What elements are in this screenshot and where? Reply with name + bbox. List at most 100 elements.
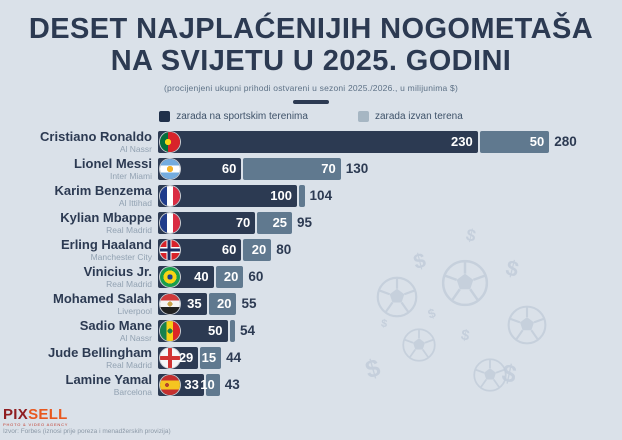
player-row: Jude Bellingham Real Madrid 29 15 44 [0, 346, 622, 370]
row-label: Mohamed Salah Liverpool [0, 292, 152, 316]
bar-off-field[interactable]: 20 [243, 238, 272, 261]
bar-off-value: 20 [251, 242, 267, 258]
legend-label-off-field: zarada izvan terena [374, 110, 463, 122]
bar-total: 95 [297, 215, 313, 231]
player-name: Jude Bellingham [47, 345, 152, 361]
bar-area: 70 25 95 [158, 211, 622, 234]
player-row: Erling Haaland Manchester City 60 20 80 [0, 238, 622, 262]
bar-on-value: 230 [450, 134, 473, 150]
bar-on-field[interactable]: 100 [158, 184, 297, 207]
page-title: DESET NAJPLAĆENIJIH NOGOMETAŠA NA SVIJET… [0, 13, 622, 78]
divider [293, 99, 329, 104]
bar-off-field[interactable] [229, 319, 236, 342]
header: DESET NAJPLAĆENIJIH NOGOMETAŠA NA SVIJET… [0, 0, 622, 122]
player-row: Cristiano Ronaldo Al Nassr 230 50 280 [0, 130, 622, 154]
row-label: Vinicius Jr. Real Madrid [0, 265, 152, 289]
bar-off-value: 15 [201, 350, 217, 366]
bar-on-value: 40 [194, 269, 209, 285]
bar-off-value: 70 [321, 161, 336, 177]
country-flag-icon [160, 266, 180, 287]
title-line-2: NA SVIJETU U 2025. GODINI [110, 44, 512, 77]
footer: PIXSELL PHOTO & VIDEO AGENCY Izvor: Forb… [3, 407, 171, 436]
country-flag-icon [160, 212, 180, 233]
player-club: Real Madrid [106, 225, 152, 236]
row-label: Kylian Mbappe Real Madrid [0, 211, 152, 235]
bar-off-field[interactable]: 70 [243, 157, 341, 180]
row-label: Erling Haaland Manchester City [0, 238, 152, 262]
bar-off-field[interactable]: 50 [479, 130, 550, 153]
logo-tagline: PHOTO & VIDEO AGENCY [3, 421, 69, 427]
bar-area: 40 20 60 [158, 265, 622, 288]
player-row: Lionel Messi Inter Miami 60 70 130 [0, 157, 622, 181]
country-flag-icon [160, 293, 180, 314]
bar-on-value: 60 [221, 161, 237, 177]
bar-off-field[interactable]: 25 [257, 211, 293, 234]
bar-off-field[interactable] [299, 184, 305, 207]
bar-off-field[interactable]: 10 [200, 373, 220, 396]
player-name: Lamine Yamal [65, 372, 152, 388]
legend-label-on-field: zarada na sportskim terenima [176, 110, 308, 122]
country-flag-icon [160, 320, 180, 341]
bar-total: 43 [224, 377, 240, 393]
player-club: Barcelona [113, 387, 152, 398]
player-club: Al Nassr [119, 333, 152, 344]
row-label: Jude Bellingham Real Madrid [0, 346, 152, 370]
player-club: Real Madrid [106, 279, 152, 290]
player-name: Vinicius Jr. [83, 264, 152, 280]
country-flag-icon [160, 239, 180, 260]
bar-area: 50 54 [158, 319, 622, 342]
bar-off-value: 50 [529, 134, 545, 150]
bar-total: 80 [276, 242, 292, 258]
player-row: Mohamed Salah Liverpool 35 20 55 [0, 292, 622, 316]
player-club: Manchester City [90, 252, 152, 263]
legend: zarada na sportskim terenima zarada izva… [0, 110, 622, 122]
subtitle: (procijenjeni ukupni prihodi ostvareni u… [164, 82, 458, 93]
title-line-1: DESET NAJPLAĆENIJIH NOGOMETAŠA [28, 13, 594, 45]
player-club: Al Nassr [119, 144, 152, 155]
bar-total: 130 [345, 161, 369, 177]
bar-on-field[interactable]: 230 [158, 130, 478, 153]
soccer-ball-icon [375, 275, 419, 319]
soccer-ball-icon [401, 327, 437, 363]
bar-on-value: 100 [270, 188, 292, 204]
soccer-ball-icon [506, 304, 548, 346]
row-label: Sadio Mane Al Nassr [0, 319, 152, 343]
bar-total: 104 [309, 188, 333, 204]
bar-off-field[interactable]: 20 [208, 292, 237, 315]
bar-off-value: 20 [216, 296, 232, 312]
player-row: Vinicius Jr. Real Madrid 40 20 60 [0, 265, 622, 289]
bar-area: 60 70 130 [158, 157, 622, 180]
bar-on-field[interactable]: 70 [158, 211, 256, 234]
country-flag-icon [160, 347, 180, 368]
legend-item-on-field: zarada na sportskim terenima [159, 110, 308, 122]
row-label: Karim Benzema Al Ittihad [0, 184, 152, 208]
bar-off-field[interactable]: 15 [200, 346, 222, 369]
bar-on-value: 33 [184, 377, 199, 393]
bar-off-field[interactable]: 20 [215, 265, 244, 288]
player-name: Erling Haaland [60, 237, 152, 253]
row-label: Cristiano Ronaldo Al Nassr [0, 130, 152, 154]
player-row: Karim Benzema Al Ittihad 100 104 [0, 184, 622, 208]
player-name: Karim Benzema [54, 183, 152, 199]
bar-on-value: 35 [187, 296, 202, 312]
logo-text-pix: PIX [3, 405, 29, 423]
country-flag-icon [160, 185, 180, 206]
bar-area: 29 15 44 [158, 346, 622, 369]
legend-item-off-field: zarada izvan terena [357, 110, 463, 122]
player-name: Sadio Mane [79, 318, 152, 334]
bar-area: 35 20 55 [158, 292, 622, 315]
bar-total: 280 [554, 134, 577, 150]
bar-total: 60 [248, 269, 264, 285]
country-flag-icon [160, 374, 180, 395]
country-flag-icon [160, 131, 180, 152]
row-label: Lamine Yamal Barcelona [0, 373, 152, 397]
player-row: Kylian Mbappe Real Madrid 70 25 95 [0, 211, 622, 235]
bar-total: 44 [226, 350, 242, 366]
row-label: Lionel Messi Inter Miami [0, 157, 152, 181]
bar-total: 55 [241, 296, 257, 312]
bar-total: 54 [240, 323, 256, 339]
player-club: Real Madrid [106, 360, 152, 371]
player-row: Lamine Yamal Barcelona 33 10 43 [0, 373, 622, 397]
player-name: Cristiano Ronaldo [40, 129, 152, 145]
